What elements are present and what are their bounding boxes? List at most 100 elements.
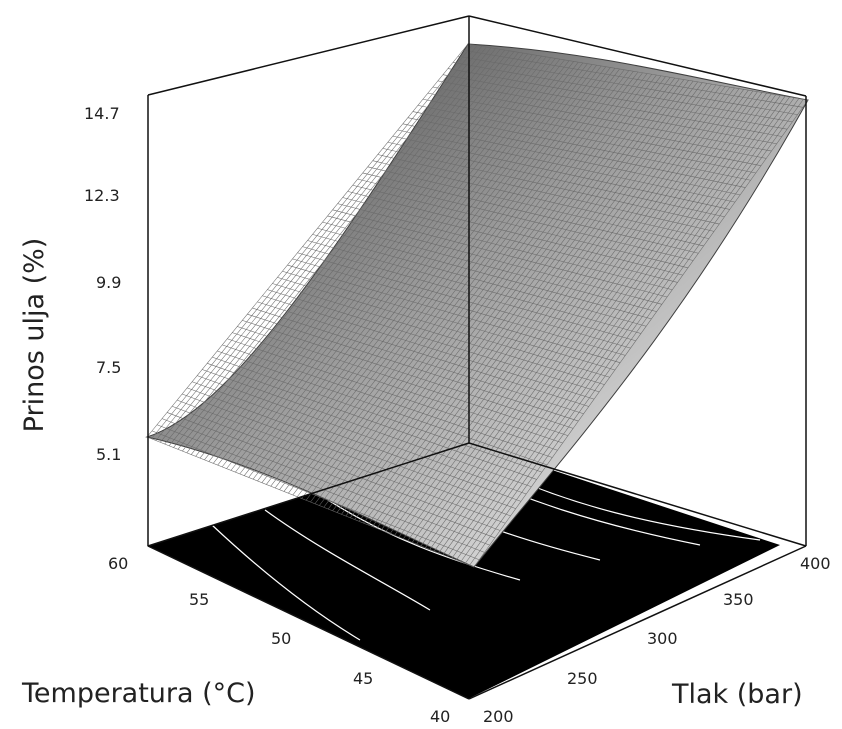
z-axis-title: Prinos ulja (%) [19,238,50,433]
surface-mesh-line [257,62,584,482]
surface-mesh-line [208,54,533,462]
surface-mesh-line [438,93,772,554]
surface-mesh [146,43,809,568]
surface-mesh-line [341,77,671,515]
surface-mesh-line [460,97,795,562]
surface-mesh-line [270,65,597,487]
surface-mesh-line [160,46,482,443]
surface-mesh-line [345,77,675,517]
surface-mesh-line [363,80,694,524]
surface-mesh-line [186,50,510,453]
surface-mesh-line [327,74,657,510]
surface-mesh-line [403,87,735,540]
surface-mesh-line [442,94,777,555]
surface-mesh-line [164,46,487,445]
surface-mesh-line [416,89,749,545]
temperature-ticks: 40 45 50 55 60 [108,554,450,726]
surface-mesh-line [190,51,515,455]
surface-mesh-line [451,96,786,559]
floor-plane [147,443,780,699]
z-ticks: 5.1 7.5 9.9 12.3 14.7 [84,104,121,464]
surface-mesh-line [213,55,538,464]
surface-mesh-line [473,99,809,568]
temperature-tick-label: 40 [430,707,450,726]
contour-line [264,509,431,611]
surface-mesh-line [252,61,579,480]
surface-mesh-line [358,80,689,522]
temperature-tick-label: 45 [353,669,373,688]
surface-mesh-line [323,74,653,508]
surface-mesh-line [230,58,556,471]
temperature-axis-title: Temperatura (°C) [21,678,256,709]
surface-mesh-line [195,52,519,457]
surface-mesh-line [217,55,542,466]
pressure-axis-title: Tlak (bar) [671,679,803,710]
surface-mesh-line [274,65,602,489]
surface-mesh-line [380,83,712,531]
surface-mesh-line [407,88,740,541]
surface-mesh-line [182,49,505,452]
pressure-tick-label: 350 [723,590,754,609]
surface-mesh-line [266,64,593,485]
pressure-tick-label: 250 [567,669,598,688]
pressure-ticks: 200 250 300 350 400 [483,554,831,726]
contour-line [211,524,361,641]
z-tick-label: 7.5 [96,358,121,377]
surface-mesh-line [177,49,501,450]
pressure-tick-label: 200 [483,707,514,726]
z-tick-label: 12.3 [84,186,120,205]
surface-mesh-line [332,75,662,511]
surface-mesh-line [367,81,698,526]
surface-mesh-line [447,95,781,557]
temperature-tick-label: 55 [189,590,209,609]
temperature-tick-label: 50 [271,629,291,648]
surface-mesh-line [420,90,754,547]
surface-mesh-line [464,98,800,564]
surface-mesh-line [226,57,551,469]
surface-mesh-line [204,53,528,461]
surface-mesh-line [411,89,744,543]
surface-mesh-line [469,99,804,566]
surface-mesh-line [297,69,625,497]
surface-mesh-line [243,60,570,476]
surface-mesh-line [434,93,767,552]
surface-mesh-line [155,45,478,441]
surface-mesh-line [425,91,758,548]
surface-mesh-line [350,78,680,518]
pressure-tick-label: 300 [647,629,678,648]
bounding-box [147,15,807,700]
surface-mesh-line [372,82,703,527]
surface-mesh-line [283,67,611,492]
surface-mesh-line [398,86,731,538]
surface-mesh-line [314,72,643,504]
pressure-tick-label: 400 [800,554,831,573]
surface-mesh-line [301,70,630,499]
temperature-tick-label: 60 [108,554,128,573]
surface-mesh-line [239,59,565,475]
surface-mesh-line [319,73,648,506]
contour-line [319,494,521,581]
surface-mesh-line [292,68,620,496]
surface-mesh-line [394,86,726,536]
surface-mesh-line [288,68,616,494]
surface-mesh-line [336,76,666,513]
surface-mesh-line [310,71,639,503]
surface-mesh-line [173,48,496,448]
surface-mesh-line [221,56,547,468]
surface-mesh-line [146,43,469,438]
surface-mesh-line [389,85,721,534]
surface-mesh-line [151,44,473,439]
surface-mesh-line [429,92,763,550]
surface-mesh-line [235,58,561,473]
surface-mesh-line [279,66,607,490]
z-tick-label: 5.1 [96,445,121,464]
surface-mesh-line [248,61,574,478]
surface-mesh-line [261,63,588,483]
surface-mesh-line [354,79,685,520]
surface-mesh-line [385,84,717,533]
z-tick-label: 9.9 [96,273,121,292]
z-tick-label: 14.7 [84,104,120,123]
surface-mesh-line [456,96,790,561]
surface-mesh-line [168,47,492,446]
